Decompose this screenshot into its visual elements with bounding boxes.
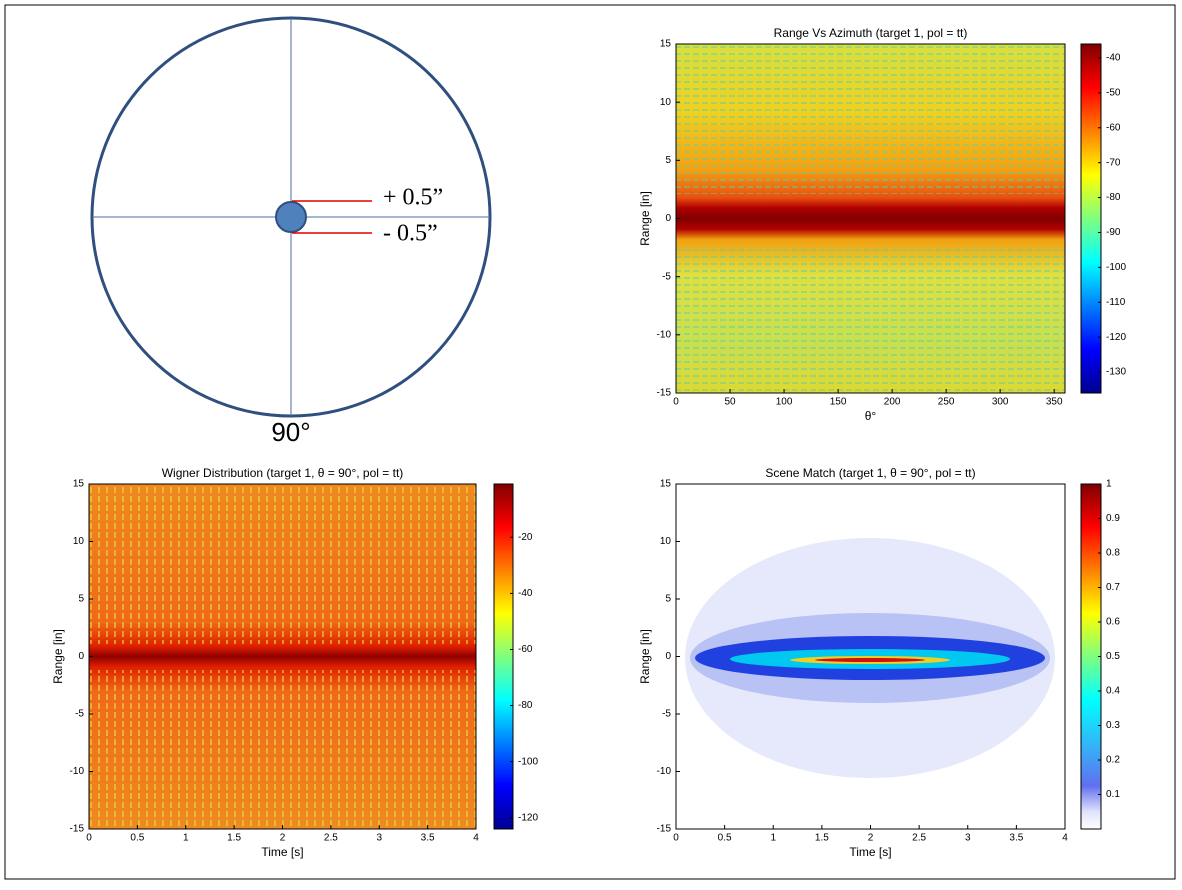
colorbar-tick-label: -100: [1106, 262, 1126, 273]
colorbar-tick-label: -40: [518, 588, 533, 599]
y-tick-label: 5: [665, 594, 671, 605]
x-tick-label: 3.5: [421, 833, 435, 844]
x-tick-label: 3: [965, 833, 971, 844]
x-tick-label: 0.5: [718, 833, 732, 844]
colorbar-tick-label: 1: [1106, 479, 1112, 490]
x-tick-label: 1: [770, 833, 776, 844]
colorbar-tick-label: 0.8: [1106, 548, 1120, 559]
y-tick-label: -10: [657, 766, 672, 777]
x-tick-label: 3: [376, 833, 382, 844]
x-tick-label: 1: [183, 833, 189, 844]
texture-2: [89, 484, 476, 829]
colorbar-tick-label: -80: [518, 700, 533, 711]
y-tick-label: -5: [662, 271, 671, 282]
x-tick-label: 3.5: [1009, 833, 1023, 844]
y-axis-label: Range [in]: [51, 629, 65, 684]
y-tick-label: 0: [78, 651, 84, 662]
x-tick-label: 2: [868, 833, 874, 844]
colorbar-tick-label: 0.6: [1106, 617, 1120, 628]
x-tick-label: 2.5: [912, 833, 926, 844]
y-tick-label: 10: [660, 97, 672, 108]
y-tick-label: -10: [70, 766, 85, 777]
x-axis-label: Time [s]: [849, 845, 891, 859]
x-tick-label: 150: [830, 397, 847, 408]
y-tick-label: -5: [662, 709, 671, 720]
colorbar-tick-label: -20: [518, 532, 533, 543]
colorbar-tick-label: -100: [518, 756, 538, 767]
x-axis-label: Time [s]: [261, 845, 303, 859]
y-tick-label: -15: [70, 824, 85, 835]
x-tick-label: 100: [776, 397, 793, 408]
x-tick-label: 200: [884, 397, 901, 408]
colorbar-tick-label: -80: [1106, 192, 1121, 203]
target-diagram: + 0.5” - 0.5” 90°: [90, 16, 492, 447]
x-tick-label: 250: [938, 397, 955, 408]
chart-title: Scene Match (target 1, θ = 90°, pol = tt…: [765, 466, 975, 480]
x-tick-label: 4: [1062, 833, 1068, 844]
colorbar-tick-label: -120: [1106, 332, 1126, 343]
x-tick-label: 2.5: [324, 833, 338, 844]
x-tick-label: 0: [673, 833, 679, 844]
colorbar-tick-label: -60: [518, 644, 533, 655]
y-axis-label: Range [in]: [638, 629, 652, 684]
colorbar-tick-label: -60: [1106, 122, 1121, 133]
frame: [4, 4, 1176, 880]
chart-title: Range Vs Azimuth (target 1, pol = tt): [774, 26, 968, 40]
colorbar-tick-label: 0.4: [1106, 686, 1120, 697]
colorbar: [1080, 43, 1102, 394]
y-tick-label: -15: [657, 824, 672, 835]
colorbar-tick-label: -70: [1106, 157, 1121, 168]
colorbar-tick-label: 0.1: [1106, 789, 1120, 800]
x-tick-label: 1.5: [227, 833, 241, 844]
x-tick-label: 4: [473, 833, 479, 844]
colorbar-tick-label: -110: [1106, 297, 1126, 308]
colorbar-tick-label: -40: [1106, 53, 1121, 64]
y-tick-label: 15: [73, 479, 85, 490]
x-tick-label: 0: [86, 833, 92, 844]
x-tick-label: 50: [724, 397, 736, 408]
y-tick-label: -10: [657, 329, 672, 340]
colorbar-tick-label: 0.7: [1106, 582, 1120, 593]
texture-3: [676, 484, 1065, 829]
y-tick-label: 10: [73, 536, 85, 547]
y-tick-label: -15: [657, 388, 672, 399]
x-tick-label: 2: [280, 833, 286, 844]
y-tick-label: 5: [665, 155, 671, 166]
target: [275, 201, 307, 233]
y-tick-label: 5: [78, 594, 84, 605]
angle-label: 90°: [271, 417, 310, 447]
colorbar-tick-label: 0.2: [1106, 755, 1120, 766]
x-tick-label: 0: [673, 397, 679, 408]
y-tick-label: 0: [665, 651, 671, 662]
x-tick-label: 0.5: [130, 833, 144, 844]
colorbar-tick-label: 0.9: [1106, 513, 1120, 524]
y-tick-label: 0: [665, 213, 671, 224]
texture-1: [676, 44, 1065, 393]
plus-label: + 0.5”: [383, 185, 443, 211]
colorbar-tick-label: 0.5: [1106, 651, 1120, 662]
x-tick-label: 350: [1046, 397, 1063, 408]
minus-label: - 0.5”: [383, 221, 438, 247]
colorbar-tick-label: -120: [518, 812, 538, 823]
colorbar-tick-label: -90: [1106, 227, 1121, 238]
colorbar-tick-label: 0.3: [1106, 720, 1120, 731]
y-axis-label: Range [in]: [638, 191, 652, 246]
x-tick-label: 1.5: [815, 833, 829, 844]
x-tick-label: 300: [992, 397, 1009, 408]
y-tick-label: 10: [660, 536, 672, 547]
y-tick-label: 15: [660, 479, 672, 490]
y-tick-label: 15: [660, 39, 672, 50]
x-axis-label: θ°: [865, 409, 877, 423]
colorbar: [493, 483, 514, 830]
colorbar-tick-label: -50: [1106, 88, 1121, 99]
colorbar-tick-label: -130: [1106, 367, 1126, 378]
chart-title: Wigner Distribution (target 1, θ = 90°, …: [162, 466, 404, 480]
y-tick-label: -5: [75, 709, 84, 720]
